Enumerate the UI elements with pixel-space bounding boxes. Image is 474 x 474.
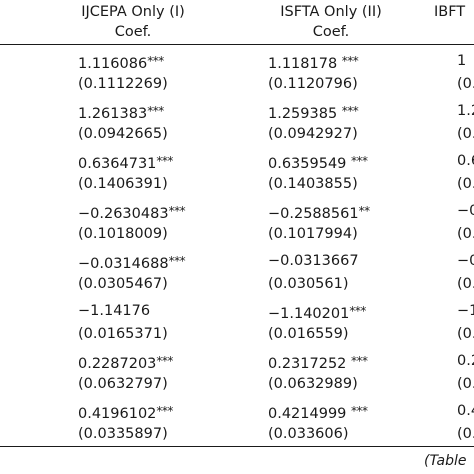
- coefficient-number: 0.4: [457, 403, 474, 419]
- coefficient-number: 0.2287203: [78, 356, 157, 372]
- significance-stars: ***: [341, 104, 359, 118]
- standard-error-value: (0.1018009): [78, 226, 168, 242]
- significance-stars: ***: [351, 354, 368, 368]
- significance-stars: ***: [156, 404, 173, 418]
- standard-error-value: (0.0: [457, 426, 474, 442]
- coefficient-number: −0.0: [457, 253, 474, 269]
- significance-stars: ***: [351, 404, 368, 418]
- bottom-rule: [0, 446, 474, 447]
- standard-error-value: (0.030561): [268, 276, 349, 292]
- standard-error-value: (0.1017994): [268, 226, 358, 242]
- column-title: ISFTA Only (II): [280, 4, 382, 20]
- coefficient-number: −0.2588561: [268, 206, 359, 222]
- coefficient-value: −1.14176: [78, 301, 150, 321]
- standard-error-value: (0.0942927): [268, 126, 358, 142]
- standard-error-value: (0.1403855): [268, 176, 358, 192]
- coefficient-value: 1.118178 ***: [268, 51, 359, 72]
- coefficient-value: −0.0: [457, 251, 474, 271]
- significance-stars: ***: [156, 354, 173, 368]
- coefficient-value: 0.4: [457, 401, 474, 421]
- significance-stars: ***: [147, 54, 164, 68]
- significance-stars: ***: [156, 154, 173, 168]
- coefficient-value: −0.2630483***: [78, 201, 186, 222]
- coefficient-number: −0.2: [457, 203, 474, 219]
- standard-error-value: (0.0632797): [78, 376, 168, 392]
- significance-stars: **: [358, 204, 371, 218]
- coefficient-value: −0.0313667: [268, 251, 359, 271]
- coefficient-number: 0.2317252: [268, 356, 352, 372]
- table-continuation-note: (Table: [424, 453, 467, 469]
- coefficient-number: 0.2: [457, 353, 474, 369]
- standard-error-value: (0.0632989): [268, 376, 358, 392]
- coefficient-number: 1.2: [457, 103, 474, 119]
- standard-error-value: (0.016559): [268, 326, 349, 342]
- standard-error-value: (0.0335897): [78, 426, 168, 442]
- column-title: IBFT: [434, 4, 466, 20]
- significance-stars: ***: [168, 254, 186, 268]
- standard-error-value: (0.1112269): [78, 76, 168, 92]
- coefficient-number: 1.116086: [78, 56, 148, 72]
- coefficient-value: 1.259385 ***: [268, 101, 359, 122]
- coefficient-value: 0.6359549 ***: [268, 151, 368, 172]
- column-title: IJCEPA Only (I): [81, 4, 185, 20]
- coefficient-number: −0.0313667: [268, 253, 359, 269]
- coefficient-value: −0.2588561**: [268, 201, 371, 222]
- coefficient-value: 0.6: [457, 151, 474, 171]
- coefficient-number: 0.6359549: [268, 156, 352, 172]
- standard-error-value: (0.0942665): [78, 126, 168, 142]
- standard-error-value: (0.0: [457, 276, 474, 292]
- column-subtitle: Coef.: [114, 24, 152, 40]
- coefficient-number: 1.259385: [268, 106, 342, 122]
- coefficient-value: −0.0314688***: [78, 251, 186, 272]
- coefficient-value: 0.4214999 ***: [268, 401, 368, 422]
- coefficient-number: 1: [457, 53, 467, 69]
- coefficient-value: 1.261383***: [78, 101, 164, 122]
- coefficient-number: 1.261383: [78, 106, 148, 122]
- column-header-ibfta: IBFT: [434, 2, 474, 22]
- standard-error-value: (0.1: [457, 126, 474, 142]
- standard-error-value: (0.0305467): [78, 276, 168, 292]
- significance-stars: ***: [349, 304, 366, 318]
- coefficient-value: 0.2317252 ***: [268, 351, 368, 372]
- coefficient-number: 0.6364731: [78, 156, 157, 172]
- standard-error-value: (0.1406391): [78, 176, 168, 192]
- standard-error-value: (0.1: [457, 226, 474, 242]
- coefficient-number: 1.118178: [268, 56, 342, 72]
- coefficient-number: 0.4196102: [78, 406, 157, 422]
- significance-stars: ***: [351, 154, 368, 168]
- coefficient-number: −0.2630483: [78, 206, 169, 222]
- standard-error-value: (0.033606): [268, 426, 349, 442]
- coefficient-value: −1.140201***: [268, 301, 366, 322]
- coefficient-value: 0.4196102***: [78, 401, 173, 422]
- standard-error-value: (0.0: [457, 326, 474, 342]
- coefficient-number: −1.1: [457, 303, 474, 319]
- coefficient-number: −1.140201: [268, 306, 350, 322]
- coefficient-number: −1.14176: [78, 303, 151, 319]
- column-header-ijcepa: IJCEPA Only (I) Coef.: [58, 2, 208, 42]
- column-subtitle: Coef.: [312, 24, 350, 40]
- coefficient-value: 1.116086***: [78, 51, 164, 72]
- significance-stars: ***: [341, 54, 359, 68]
- coefficient-number: −0.0314688: [78, 256, 169, 272]
- coefficient-value: 1: [457, 51, 466, 71]
- coefficient-value: 0.2: [457, 351, 474, 371]
- header-rule: [0, 44, 474, 45]
- column-header-isfta: ISFTA Only (II) Coef.: [256, 2, 406, 42]
- coefficient-value: 0.6364731***: [78, 151, 173, 172]
- coefficient-value: 1.2: [457, 101, 474, 121]
- standard-error-value: (0.0165371): [78, 326, 168, 342]
- coefficient-value: −0.2: [457, 201, 474, 221]
- standard-error-value: (0.1: [457, 76, 474, 92]
- coefficient-number: 0.6: [457, 153, 474, 169]
- standard-error-value: (0.1: [457, 176, 474, 192]
- standard-error-value: (0.0: [457, 376, 474, 392]
- significance-stars: ***: [147, 104, 164, 118]
- significance-stars: ***: [168, 204, 186, 218]
- standard-error-value: (0.1120796): [268, 76, 358, 92]
- coefficient-value: 0.2287203***: [78, 351, 173, 372]
- coefficient-value: −1.1: [457, 301, 474, 321]
- coefficient-number: 0.4214999: [268, 406, 352, 422]
